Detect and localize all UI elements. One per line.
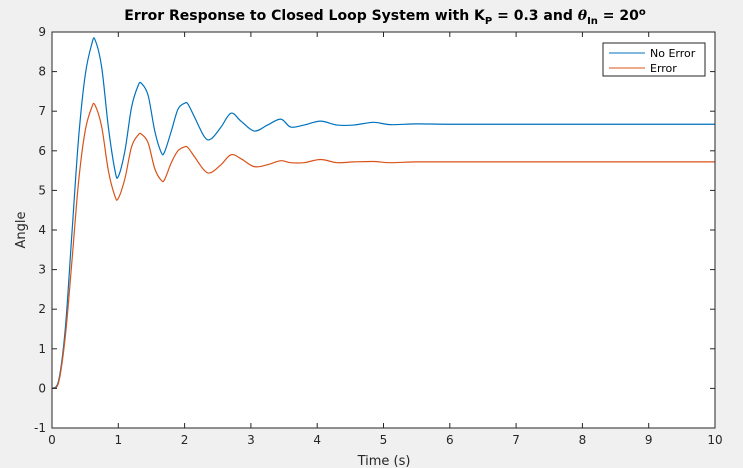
y-tick-label: 8 (38, 65, 46, 79)
y-tick-label: 0 (38, 381, 46, 395)
x-tick-label: 3 (247, 433, 255, 447)
legend-box (602, 42, 706, 77)
series-line-no-error (51, 37, 715, 389)
x-tick-label: 1 (114, 433, 122, 447)
x-axis-label: Time (s) (357, 454, 411, 468)
x-tick-label: 5 (380, 433, 388, 447)
x-tick-label: 10 (707, 433, 722, 447)
x-tick-label: 2 (181, 433, 189, 447)
x-tick-label: 9 (645, 433, 653, 447)
y-tick-label: 7 (38, 104, 46, 118)
y-tick-label: 1 (38, 342, 46, 356)
legend: No Error Error (602, 42, 706, 77)
series-line-error (51, 102, 715, 389)
y-tick-label: 5 (38, 183, 46, 197)
legend-label-no-error: No Error (650, 47, 696, 60)
plot-area (52, 32, 715, 428)
y-tick-label: 6 (38, 144, 46, 158)
y-tick-label: 9 (38, 25, 46, 39)
y-tick-label: 4 (38, 223, 46, 237)
legend-label-error: Error (650, 62, 677, 75)
x-tick-label: 7 (512, 433, 520, 447)
y-tick-label: 3 (38, 263, 46, 277)
x-tick-label: 8 (579, 433, 587, 447)
y-tick-label: 2 (38, 302, 46, 316)
series-layer (51, 37, 715, 389)
x-tick-label: 6 (446, 433, 454, 447)
chart-title: Error Response to Closed Loop System wit… (124, 7, 646, 27)
y-tick-label: -1 (34, 421, 46, 435)
y-axis-label: Angle (14, 212, 29, 249)
x-tick-label: 4 (313, 433, 321, 447)
x-tick-label: 0 (48, 433, 56, 447)
